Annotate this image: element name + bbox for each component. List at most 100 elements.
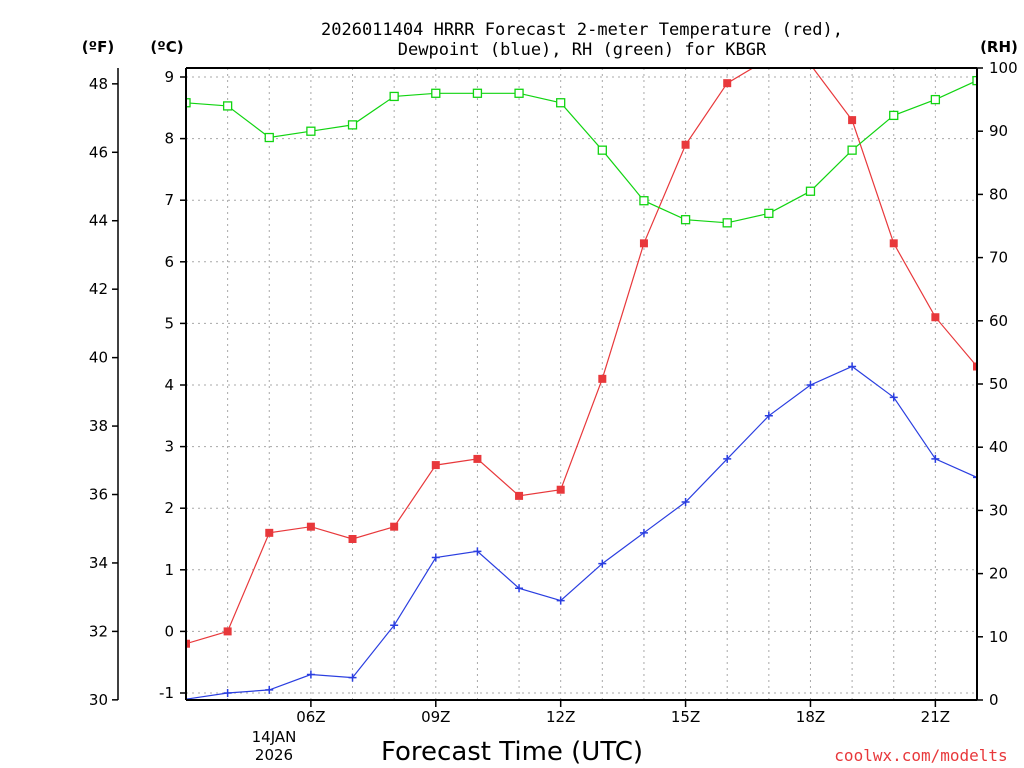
rh-tick-label: 10 (989, 628, 1008, 646)
dewpoint-point (764, 411, 773, 420)
rh-tick-label: 80 (989, 185, 1008, 203)
dewpoint-point (431, 553, 440, 562)
dewpoint-point (848, 362, 857, 371)
credit-text: coolwx.com/modelts (834, 746, 1007, 765)
rh-point (472, 88, 483, 98)
grid-lines (186, 68, 977, 700)
dewpoint-point (390, 621, 399, 630)
dewpoint-point (223, 689, 232, 697)
temperature-point (723, 79, 732, 88)
rh-point (347, 120, 358, 130)
fahrenheit-tick-label: 32 (89, 622, 108, 640)
rh-point (889, 110, 899, 121)
fahrenheit-tick-label: 48 (89, 75, 108, 93)
rh-tick-label: 20 (989, 565, 1008, 583)
temperature-point (556, 485, 565, 494)
fahrenheit-tick-label: 40 (89, 349, 108, 367)
chart-title-line-1: 2026011404 HRRR Forecast 2-meter Tempera… (321, 20, 843, 40)
celsius-tick-label: 1 (164, 561, 174, 579)
temperature-point (390, 522, 399, 531)
dewpoint-point (973, 473, 977, 482)
fahrenheit-tick-label: 38 (89, 417, 108, 435)
fahrenheit-tick-label: 36 (89, 486, 108, 504)
celsius-tick-label: 6 (164, 253, 174, 271)
dewpoint-point (515, 584, 524, 593)
chart-title-line-2: Dewpoint (blue), RH (green) for KBGR (398, 40, 767, 60)
fahrenheit-tick-label: 42 (89, 280, 108, 298)
dewpoint-point (681, 498, 690, 507)
dewpoint-series (186, 362, 977, 700)
temperature-point (306, 522, 315, 531)
dewpoint-point (806, 381, 815, 389)
rh-point (556, 98, 566, 108)
temperature-point (598, 374, 607, 383)
dewpoint-point (639, 528, 648, 537)
rh-point (514, 88, 524, 98)
celsius-tick-label: 9 (164, 68, 174, 86)
rh-tick-label: 50 (989, 375, 1008, 393)
rh-point (972, 75, 977, 86)
dewpoint-point (348, 673, 357, 682)
x-tick-label: 06Z (296, 708, 325, 726)
rh-point (222, 101, 233, 111)
x-tick-label: 09Z (421, 708, 450, 726)
celsius-tick-label: 5 (164, 314, 174, 332)
celsius-unit-label: (ºC) (150, 38, 183, 56)
celsius-tick-label: 4 (164, 376, 174, 394)
dewpoint-point (473, 547, 482, 556)
temperature-point (473, 454, 482, 463)
celsius-tick-label: 2 (164, 499, 174, 517)
rh-point (805, 186, 816, 196)
rh-point (264, 132, 274, 143)
dewpoint-point (265, 685, 274, 694)
dewpoint-point (889, 393, 898, 402)
x-axis-title: Forecast Time (UTC) (381, 737, 643, 767)
celsius-tick-label: 3 (164, 438, 174, 456)
celsius-tick-label: -1 (159, 684, 174, 702)
temperature-point (931, 313, 940, 322)
rh-point (186, 98, 191, 108)
rh-tick-label: 90 (989, 122, 1008, 140)
rh-series (186, 75, 977, 228)
rh-tick-label: 60 (989, 312, 1008, 330)
date-label-day: 14JAN (252, 728, 297, 746)
rh-tick-label: 30 (989, 501, 1008, 519)
rh-point (306, 126, 316, 136)
rh-line (186, 80, 977, 224)
temperature-point (223, 627, 232, 636)
celsius-tick-label: 8 (164, 130, 174, 148)
fahrenheit-tick-label: 30 (89, 691, 108, 709)
fahrenheit-tick-label: 34 (89, 554, 108, 572)
dewpoint-point (723, 454, 732, 463)
rh-point (597, 145, 607, 155)
celsius-tick-label: 0 (164, 622, 174, 640)
temperature-point (186, 639, 190, 648)
rh-point (722, 218, 732, 228)
dewpoint-point (556, 596, 565, 605)
rh-point (930, 94, 941, 105)
temperature-point (515, 491, 524, 500)
celsius-tick-label: 7 (164, 191, 174, 209)
temperature-series (186, 68, 977, 648)
x-tick-label: 12Z (546, 708, 575, 726)
rh-point (764, 208, 774, 219)
rh-point (680, 215, 691, 225)
rh-tick-label: 40 (989, 438, 1008, 456)
dewpoint-point (306, 670, 315, 679)
dewpoint-point (598, 559, 607, 568)
temperature-point (431, 461, 440, 470)
rh-point (639, 196, 649, 206)
dewpoint-point (931, 454, 940, 463)
fahrenheit-unit-label: (ºF) (82, 38, 114, 56)
rh-unit-label: (RH) (980, 38, 1018, 56)
temperature-point (348, 535, 357, 543)
temperature-point (265, 528, 274, 537)
x-tick-label: 21Z (921, 708, 950, 726)
temperature-point (889, 239, 898, 248)
fahrenheit-tick-label: 46 (89, 143, 108, 161)
rh-point (847, 145, 857, 155)
series-layer (186, 68, 977, 700)
x-tick-label: 18Z (796, 708, 825, 726)
temperature-point (681, 140, 690, 149)
